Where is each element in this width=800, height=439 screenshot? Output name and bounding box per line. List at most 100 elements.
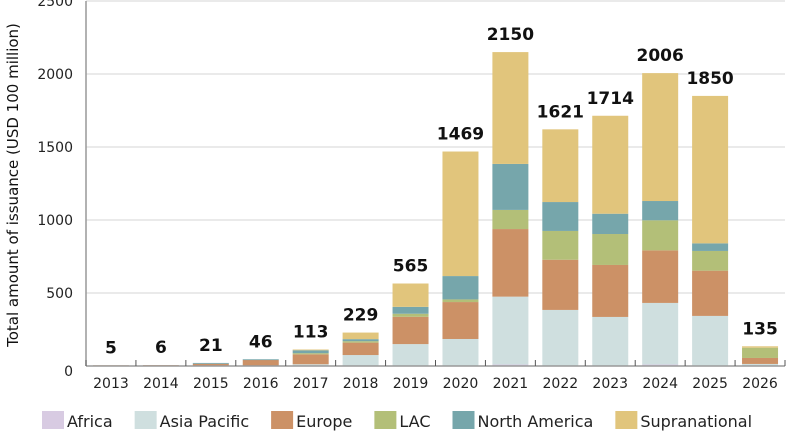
bar-segment-north-america	[242, 359, 279, 361]
total-label: 46	[249, 332, 273, 352]
bar-segment-north-america	[392, 306, 429, 314]
x-tick-label: 2024	[642, 376, 678, 392]
bar-segment-europe	[392, 316, 429, 345]
total-label: 135	[742, 319, 778, 339]
x-tick-label: 2019	[393, 376, 429, 392]
legend-label: Europe	[296, 412, 352, 431]
bar-segment-lac	[342, 341, 379, 343]
x-tick-label: 2023	[592, 376, 628, 392]
y-axis-label: Total amount of issuance (USD 100 millio…	[4, 23, 22, 348]
bar-segment-lac	[442, 299, 479, 303]
bar-segment-north-america	[642, 201, 679, 221]
bar-segment-lac	[292, 353, 329, 355]
x-tick-label: 2026	[742, 376, 778, 392]
legend-swatch	[42, 411, 64, 429]
legend-label: LAC	[399, 412, 430, 431]
total-label: 2006	[637, 46, 684, 66]
bar-segment-north-america	[692, 243, 729, 251]
total-label: 21	[199, 336, 223, 356]
bar-segment-lac	[592, 234, 629, 265]
bar-segment-north-america	[592, 213, 629, 235]
y-tick-label: 1000	[37, 213, 73, 229]
total-label: 5	[105, 338, 117, 358]
bar-segment-europe	[542, 259, 579, 310]
gridlines	[86, 0, 785, 294]
legend-swatch	[374, 411, 397, 429]
bar-segment-lac	[692, 250, 729, 271]
y-tick-label: 500	[46, 286, 73, 302]
bar-segment-supranational	[342, 332, 379, 340]
bar-segment-north-america	[492, 163, 529, 210]
bar-segment-asia-pacific	[392, 344, 429, 366]
legend-label: North America	[478, 412, 594, 431]
x-tick-label: 2022	[543, 376, 579, 392]
total-label: 1714	[587, 89, 634, 109]
total-label: 1621	[537, 102, 584, 122]
bar-segment-north-america	[292, 350, 329, 354]
bar-segment-supranational	[492, 52, 529, 164]
total-label: 6	[155, 338, 167, 358]
bar-segment-supranational	[592, 115, 629, 214]
bar-segment-supranational	[642, 73, 679, 202]
bar-segment-supranational	[292, 349, 329, 351]
bar-segment-europe	[342, 342, 379, 356]
x-tick-label: 2017	[293, 376, 329, 392]
legend-swatch	[271, 411, 294, 429]
legend-label: Africa	[67, 412, 113, 431]
bar-segment-europe	[292, 354, 329, 365]
total-label: 1469	[437, 125, 484, 145]
bar-segment-supranational	[742, 346, 779, 348]
x-tick-label: 2021	[493, 376, 529, 392]
bar-segment-asia-pacific	[642, 302, 679, 365]
bar-segment-lac	[392, 313, 429, 317]
bar-segment-asia-pacific	[692, 315, 729, 366]
bar-segment-asia-pacific	[342, 355, 379, 366]
bar-segment-asia-pacific	[542, 309, 579, 366]
x-tick-label: 2016	[243, 376, 279, 392]
y-tick-label: 0	[64, 364, 73, 380]
legend-label: Asia Pacific	[160, 412, 249, 431]
bar-segment-lac	[742, 347, 779, 358]
bar-segment-supranational	[442, 151, 479, 277]
x-tick-label: 2025	[692, 376, 728, 392]
axes: 0 500 1000 1500 2000 2500 2013 2014 2015 2016 2017…	[37, 0, 786, 392]
x-tick-label: 2013	[93, 376, 129, 392]
bar-segment-asia-pacific	[742, 363, 779, 366]
bar-segment-asia-pacific	[292, 364, 329, 366]
bar-segment-lac	[642, 220, 679, 251]
bar-segment-europe	[492, 229, 529, 297]
bar-segment-lac	[492, 209, 529, 230]
bar-segment-europe	[742, 357, 779, 364]
total-label: 229	[343, 306, 379, 326]
y-tick-label: 2500	[37, 0, 73, 10]
bar-segment-north-america	[542, 202, 579, 231]
bar-segment-asia-pacific	[592, 316, 629, 366]
y-tick-label: 2000	[37, 67, 73, 83]
bar-segment-asia-pacific	[442, 338, 479, 366]
bar-segment-north-america	[442, 276, 479, 300]
bar-segment-north-america	[342, 339, 379, 342]
bar-segment-europe	[592, 264, 629, 317]
legend-label: Supranational	[640, 412, 752, 431]
total-label: 113	[293, 323, 329, 343]
legend-swatch	[134, 411, 157, 429]
bar-segment-north-america	[192, 362, 229, 364]
bar-segment-europe	[642, 250, 679, 303]
bar-segment-asia-pacific	[492, 296, 529, 365]
total-label: 565	[393, 257, 429, 277]
y-tick-label: 1500	[37, 140, 73, 156]
total-label: 1850	[686, 69, 733, 89]
x-tick-label: 2018	[343, 376, 379, 392]
bar-segment-lac	[542, 230, 579, 260]
bar-segment-europe	[442, 302, 479, 339]
x-tick-label: 2014	[143, 376, 179, 392]
x-tick-label: 2015	[193, 376, 229, 392]
legend-swatch	[615, 411, 638, 429]
bar-segment-supranational	[692, 95, 729, 244]
bar-segment-europe	[242, 359, 279, 366]
bar-segment-europe	[692, 270, 729, 316]
x-tick-label: 2020	[443, 376, 479, 392]
total-label: 2150	[487, 25, 534, 45]
